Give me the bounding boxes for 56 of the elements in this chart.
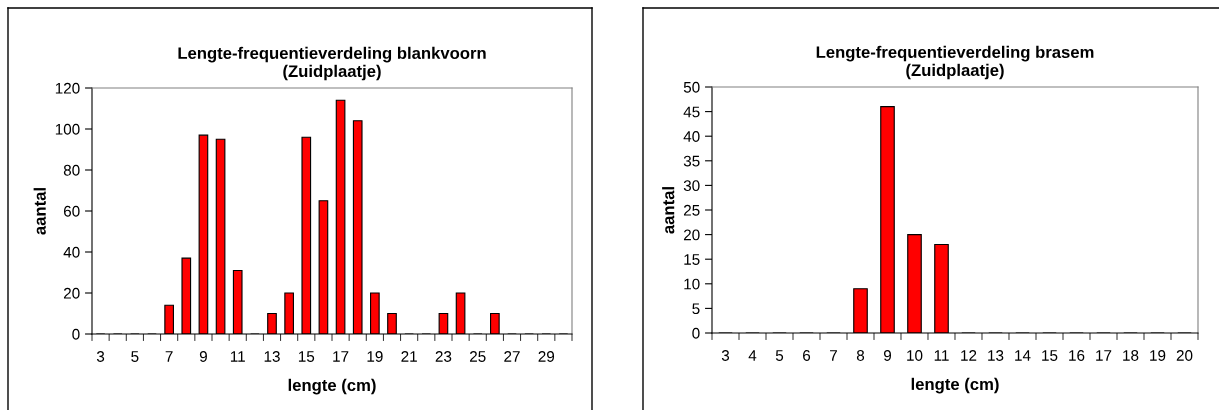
x-axis-title: lengte (cm) [288,378,376,395]
x-tick-label: 13 [988,350,1004,361]
x-tick-label: 5 [131,351,139,362]
x-tick-label: 18 [1123,350,1139,361]
y-tick-label: 45 [683,106,700,118]
x-tick-label: 8 [856,350,865,361]
y-tick-label: 80 [63,164,80,176]
x-tick-label: 27 [504,351,520,362]
x-tick-label: 3 [96,351,105,362]
y-tick-label: 50 [683,81,700,93]
x-tick-label: 3 [721,350,730,361]
y-tick-label: 10 [684,278,700,290]
y-tick-label: 0 [72,328,80,340]
x-tick-label: 17 [1096,350,1112,361]
y-tick-label: 60 [63,205,80,217]
x-tick-label: 10 [907,350,923,361]
y-tick-label: 40 [63,246,80,258]
y-axis-title: aantal [662,187,675,234]
x-tick-label: 9 [199,351,207,362]
y-tick-label: 40 [683,131,700,142]
y-tick-label: 5 [692,303,700,315]
x-tick-label: 19 [367,351,383,362]
x-tick-label: 12 [961,350,977,361]
y-tick-label: 30 [683,180,700,192]
y-tick-label: 0 [692,327,700,339]
x-tick-label: 25 [469,351,486,362]
chart-title: Lengte-frequentieverdeling blankvoorn (Zuidplaatje) [178,46,486,81]
x-tick-label: 14 [1015,350,1031,361]
x-tick-label: 4 [748,350,757,361]
x-tick-label: 15 [298,351,315,362]
x-tick-label: 17 [333,351,349,362]
x-tick-label: 11 [230,351,245,362]
x-tick-label: 7 [830,350,837,361]
y-tick-label: 35 [683,155,700,167]
x-tick-label: 7 [165,351,173,362]
y-tick-label: 15 [684,254,700,265]
x-tick-label: 13 [264,351,280,362]
x-tick-label: 20 [1176,350,1193,361]
chart-title: Lengte-frequentieverdeling brasem (Zuidplaatje) [816,45,1094,80]
y-tick-label: 20 [63,287,80,299]
y-tick-label: 20 [683,229,700,241]
x-tick-label: 15 [1042,350,1058,361]
x-tick-label: 9 [883,350,892,361]
x-tick-label: 21 [401,351,417,362]
x-tick-label: 11 [934,350,949,361]
y-tick-label: 120 [55,82,80,94]
x-tick-label: 6 [803,350,811,361]
y-axis-title: aantal [33,188,46,235]
x-axis-title: lengte (cm) [911,377,999,394]
x-tick-label: 5 [775,350,784,361]
x-tick-label: 16 [1069,350,1085,361]
x-tick-label: 29 [538,351,555,362]
y-tick-label: 100 [55,123,80,135]
y-tick-label: 25 [683,204,700,216]
x-tick-label: 19 [1150,350,1166,361]
x-tick-label: 23 [435,351,452,362]
